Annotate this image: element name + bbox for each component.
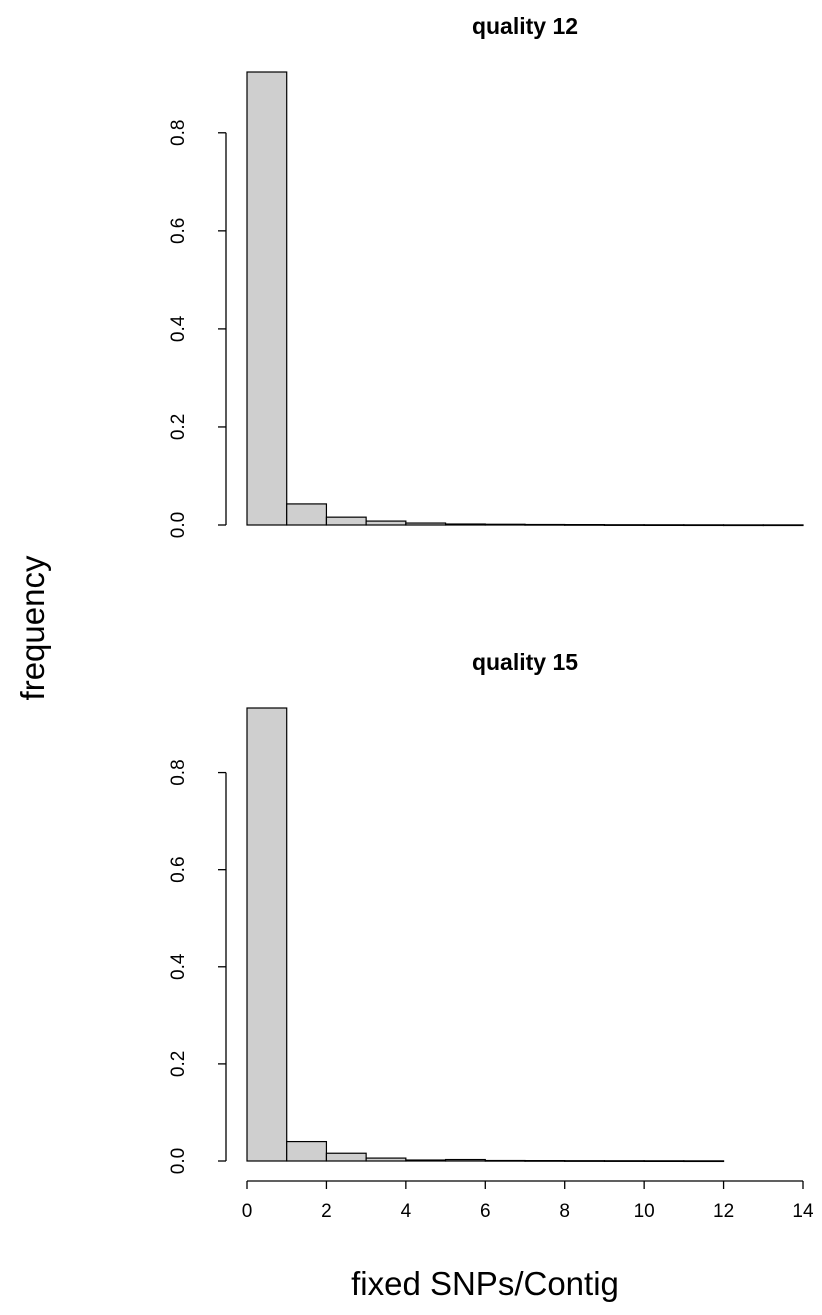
x-axis-title: fixed SNPs/Contig [351, 1265, 619, 1302]
histogram-bar [286, 1140, 328, 1162]
x-tick-label: 2 [321, 1201, 332, 1222]
histogram-bar [484, 1159, 526, 1162]
y-tick-label: 0.0 [168, 1148, 189, 1174]
x-tick-label: 14 [792, 1201, 814, 1222]
histogram-panel-quality-15: quality 15 0.0 0.2 0.4 0.6 0.8 0 2 4 6 8 10 12 14 [168, 649, 814, 1222]
y-tick-label: 0.2 [168, 414, 189, 440]
x-tick-label: 10 [634, 1201, 655, 1222]
y-tick-label: 0.2 [168, 1051, 189, 1077]
histogram-bar [643, 524, 685, 527]
histogram-bar [444, 1158, 486, 1162]
y-tick-label: 0.8 [168, 759, 189, 785]
y-tick-label: 0.6 [168, 218, 189, 244]
histogram-bar [524, 523, 566, 526]
y-tick-label: 0.0 [168, 512, 189, 538]
x-tick-label: 0 [242, 1201, 253, 1222]
histogram-bar [683, 524, 725, 527]
histogram-bar [246, 71, 288, 526]
histogram-bar [484, 523, 526, 526]
histogram-bar [246, 707, 288, 1162]
y-tick-label: 0.4 [168, 953, 189, 980]
histogram-bar [405, 522, 447, 526]
histogram-bar [762, 524, 804, 527]
histogram-bar [603, 524, 645, 526]
histogram-bar [643, 1160, 685, 1163]
histogram-bar [564, 524, 606, 526]
x-tick-label: 8 [559, 1201, 570, 1222]
histogram-panel-quality-12: quality 12 0.0 0.2 0.4 0.6 0.8 [168, 13, 804, 538]
histogram-bar [405, 1159, 447, 1162]
histogram-bar [286, 503, 328, 526]
histogram-bar [325, 516, 367, 526]
y-tick-label: 0.6 [168, 856, 189, 882]
histogram-bar [365, 1157, 407, 1162]
histogram-bar [603, 1160, 645, 1162]
histogram-bar [722, 524, 764, 527]
histogram-bar [325, 1152, 367, 1162]
panel-title: quality 12 [472, 13, 578, 39]
histogram-bar [683, 1160, 725, 1163]
x-tick-label: 12 [713, 1201, 734, 1222]
histogram-bar [564, 1160, 606, 1162]
y-axis-title: frequency [14, 555, 51, 700]
x-tick-label: 6 [480, 1201, 491, 1222]
histogram-bar [365, 520, 407, 526]
histogram-bar [444, 523, 486, 526]
panel-title: quality 15 [472, 649, 578, 675]
y-tick-label: 0.8 [168, 120, 189, 146]
y-tick-label: 0.4 [168, 315, 189, 342]
x-tick-label: 4 [401, 1201, 412, 1222]
histogram-bar [524, 1160, 566, 1162]
